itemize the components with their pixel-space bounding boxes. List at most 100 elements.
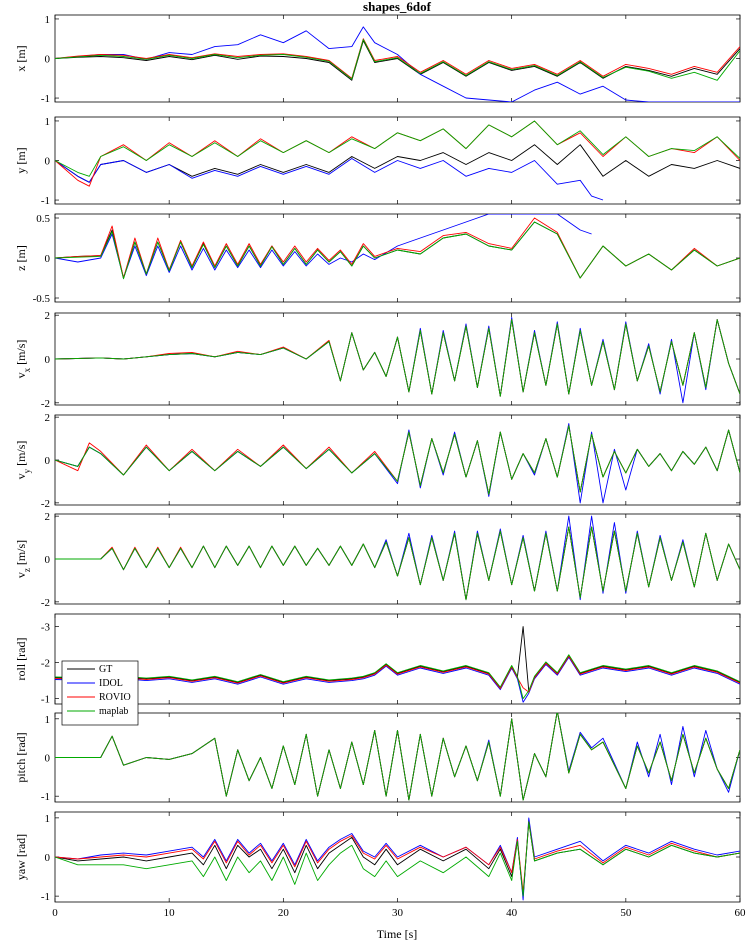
axes-frame [54, 213, 741, 303]
axes-frame [54, 312, 741, 406]
series-line-rovio [55, 38, 740, 79]
subplot-6: -3 -2 -1 roll [rad] [14, 613, 741, 706]
series-line-maplab [55, 654, 740, 700]
series-line-idol [55, 515, 740, 601]
series-group [55, 120, 740, 201]
y-tick-label: 0 [45, 455, 51, 467]
y-tick-label: 1 [45, 813, 51, 825]
series-group [55, 316, 740, 404]
series-line-rovio [55, 655, 740, 693]
axes-frame [54, 712, 741, 803]
y-tick-label: 0 [45, 156, 51, 168]
y-tick-label: 2 [45, 412, 51, 424]
x-tick-label: 50 [620, 907, 632, 919]
y-axis-label: y [m] [14, 147, 28, 173]
series-line-maplab [55, 821, 740, 897]
figure-title: shapes_6dof [363, 0, 432, 14]
x-tick-label: 60 [735, 907, 747, 919]
y-tick-label: -2 [41, 597, 50, 609]
axes-frame [54, 513, 741, 605]
x-tick-label: 30 [392, 907, 404, 919]
series-line-idol [55, 26, 740, 102]
y-axis-label: vz [m/s] [14, 540, 32, 578]
subplot-4: -2 0 2 vy [m/s] [14, 412, 741, 510]
series-line-gt [55, 526, 740, 601]
series-line-rovio [55, 821, 740, 893]
x-tick-label: 10 [164, 907, 176, 919]
x-tick-label: 20 [278, 907, 290, 919]
subplot-0: -1 0 1 x [m] [14, 14, 741, 105]
series-line-idol [55, 158, 604, 201]
series-line-maplab [55, 319, 740, 397]
y-axis-label: x [m] [14, 45, 28, 71]
series-line-rovio [55, 217, 740, 279]
y-axis-label: yaw [rad] [14, 834, 28, 880]
y-tick-label: -1 [41, 891, 50, 903]
y-tick-label: 0 [45, 253, 51, 265]
y-tick-label: 1 [45, 14, 51, 26]
axes-frame [54, 414, 741, 506]
subplot-1: -1 0 1 y [m] [14, 116, 741, 207]
series-line-maplab [55, 39, 740, 81]
y-tick-label: -1 [41, 93, 50, 105]
series-line-idol [55, 817, 740, 901]
legend-label: IDOL [99, 678, 123, 689]
series-group [55, 713, 740, 801]
series-line-maplab [55, 425, 740, 495]
y-tick-label: -1 [41, 694, 50, 706]
y-tick-label: 0 [45, 753, 51, 765]
series-line-maplab [55, 221, 740, 280]
series-group [55, 214, 740, 280]
y-tick-label: 0 [45, 354, 51, 366]
series-line-idol [55, 214, 592, 279]
y-axis-label: z [m] [14, 245, 28, 271]
y-tick-label: -2 [41, 398, 50, 410]
x-tick-label: 40 [506, 907, 518, 919]
x-tick-label: 0 [52, 907, 58, 919]
y-axis-label: pitch [rad] [14, 732, 28, 782]
y-axis-label: vy [m/s] [14, 441, 32, 480]
y-tick-label: -3 [41, 622, 51, 634]
axes-frame [54, 613, 741, 705]
series-group [55, 26, 740, 102]
series-line-idol [55, 423, 740, 504]
y-tick-label: 0.5 [36, 213, 50, 225]
series-line-gt [55, 626, 740, 692]
y-axis-label: roll [rad] [14, 638, 28, 681]
series-line-idol [55, 656, 740, 703]
y-tick-label: 0 [45, 852, 51, 864]
y-tick-label: 2 [45, 511, 51, 523]
legend-box [61, 660, 139, 726]
subplot-2: -0.5 0 0.5 z [m] [14, 213, 741, 305]
y-tick-label: 1 [45, 116, 51, 128]
y-tick-label: -2 [41, 658, 50, 670]
series-line-maplab [55, 526, 740, 601]
series-line-maplab [55, 120, 740, 177]
subplot-5: -2 0 2 vz [m/s] [14, 511, 741, 609]
y-tick-label: 1 [45, 714, 51, 726]
series-line-gt [55, 40, 740, 81]
series-line-rovio [55, 526, 740, 601]
legend-label: ROVIO [99, 692, 131, 703]
series-line-rovio [55, 713, 740, 801]
y-tick-label: 0 [45, 54, 51, 66]
series-group [55, 626, 740, 703]
x-axis-label: Time [s] [377, 927, 418, 941]
series-line-rovio [55, 319, 740, 397]
series-group [55, 515, 740, 601]
series-line-maplab [55, 713, 740, 801]
legend: GT IDOL ROVIO maplab [61, 660, 139, 726]
y-tick-label: -2 [41, 498, 50, 510]
series-group [55, 817, 740, 901]
series-group [55, 423, 740, 504]
y-tick-label: -1 [41, 195, 50, 207]
y-tick-label: -1 [41, 791, 50, 803]
legend-label: maplab [99, 706, 128, 717]
series-line-idol [55, 316, 740, 404]
legend-label: GT [99, 664, 112, 675]
subplot-7: -1 0 1 pitch [rad] [14, 712, 741, 803]
subplot-3: -2 0 2 vx [m/s] [14, 310, 741, 410]
